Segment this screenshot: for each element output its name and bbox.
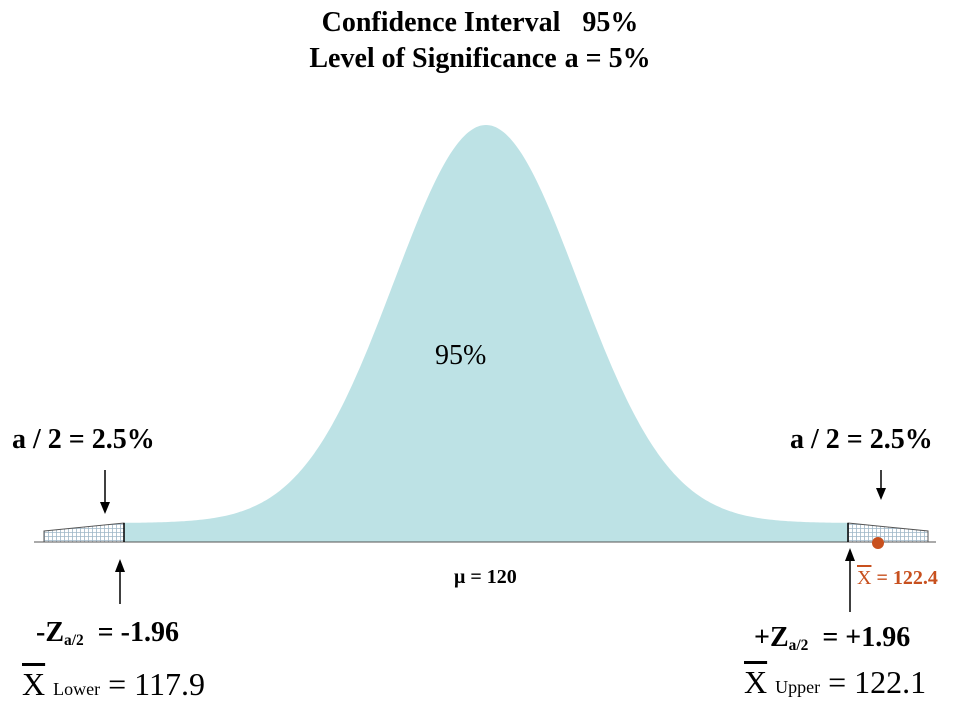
title-alpha-value: a = 5% [564,43,651,74]
right-tail-arrow [876,470,886,500]
upper-bound-value: = 122.1 [828,664,927,700]
lower-bound-label: X Lower = 117.9 [22,666,205,703]
right-critical-arrow [845,548,855,612]
lower-bound-value: = 117.9 [108,666,205,702]
left-critical-arrow [115,559,125,604]
title-line-2: Level of Significance a = 5% [0,42,960,76]
title-confidence-level: 95% [582,7,639,38]
right-z-value: = +1.96 [822,622,911,653]
right-z-main: +Z [754,622,789,653]
x-bar-upper-symbol: X [744,664,768,700]
right-critical-z-label: +Za/2 = +1.96 [754,622,910,655]
x-bar-lower-symbol: X [22,666,46,702]
title-level-of-significance: Level of Significance [309,43,557,74]
left-tail-label: a / 2 = 2.5% [12,424,155,455]
mu-symbol: μ [454,566,466,588]
left-z-sub: a/2 [64,631,84,649]
upper-bound-label: X Upper = 122.1 [744,664,926,701]
lower-bound-sub: Lower [53,679,101,699]
sample-mean-value: = 122.4 [876,567,938,589]
sample-mean-label: X = 122.4 [857,567,938,590]
left-z-value: = -1.96 [97,617,179,648]
right-tail-label: a / 2 = 2.5% [790,424,933,455]
right-tail-region [847,522,929,543]
title-confidence-interval: Confidence Interval [321,7,561,38]
mean-label: μ = 120 [454,566,517,589]
sample-mean-point [872,537,884,549]
x-bar-sample-symbol: X [857,567,872,589]
left-tail-arrow [100,470,110,514]
left-critical-z-label: -Za/2 = -1.96 [36,617,179,650]
left-tail-region [43,522,125,543]
bell-curve [124,125,848,542]
title-line-1: Confidence Interval 95% [0,6,960,40]
right-z-sub: a/2 [788,636,809,654]
mean-value: = 120 [470,566,517,588]
center-area-label: 95% [435,340,487,371]
left-z-main: -Z [36,617,64,648]
upper-bound-sub: Upper [775,677,821,697]
